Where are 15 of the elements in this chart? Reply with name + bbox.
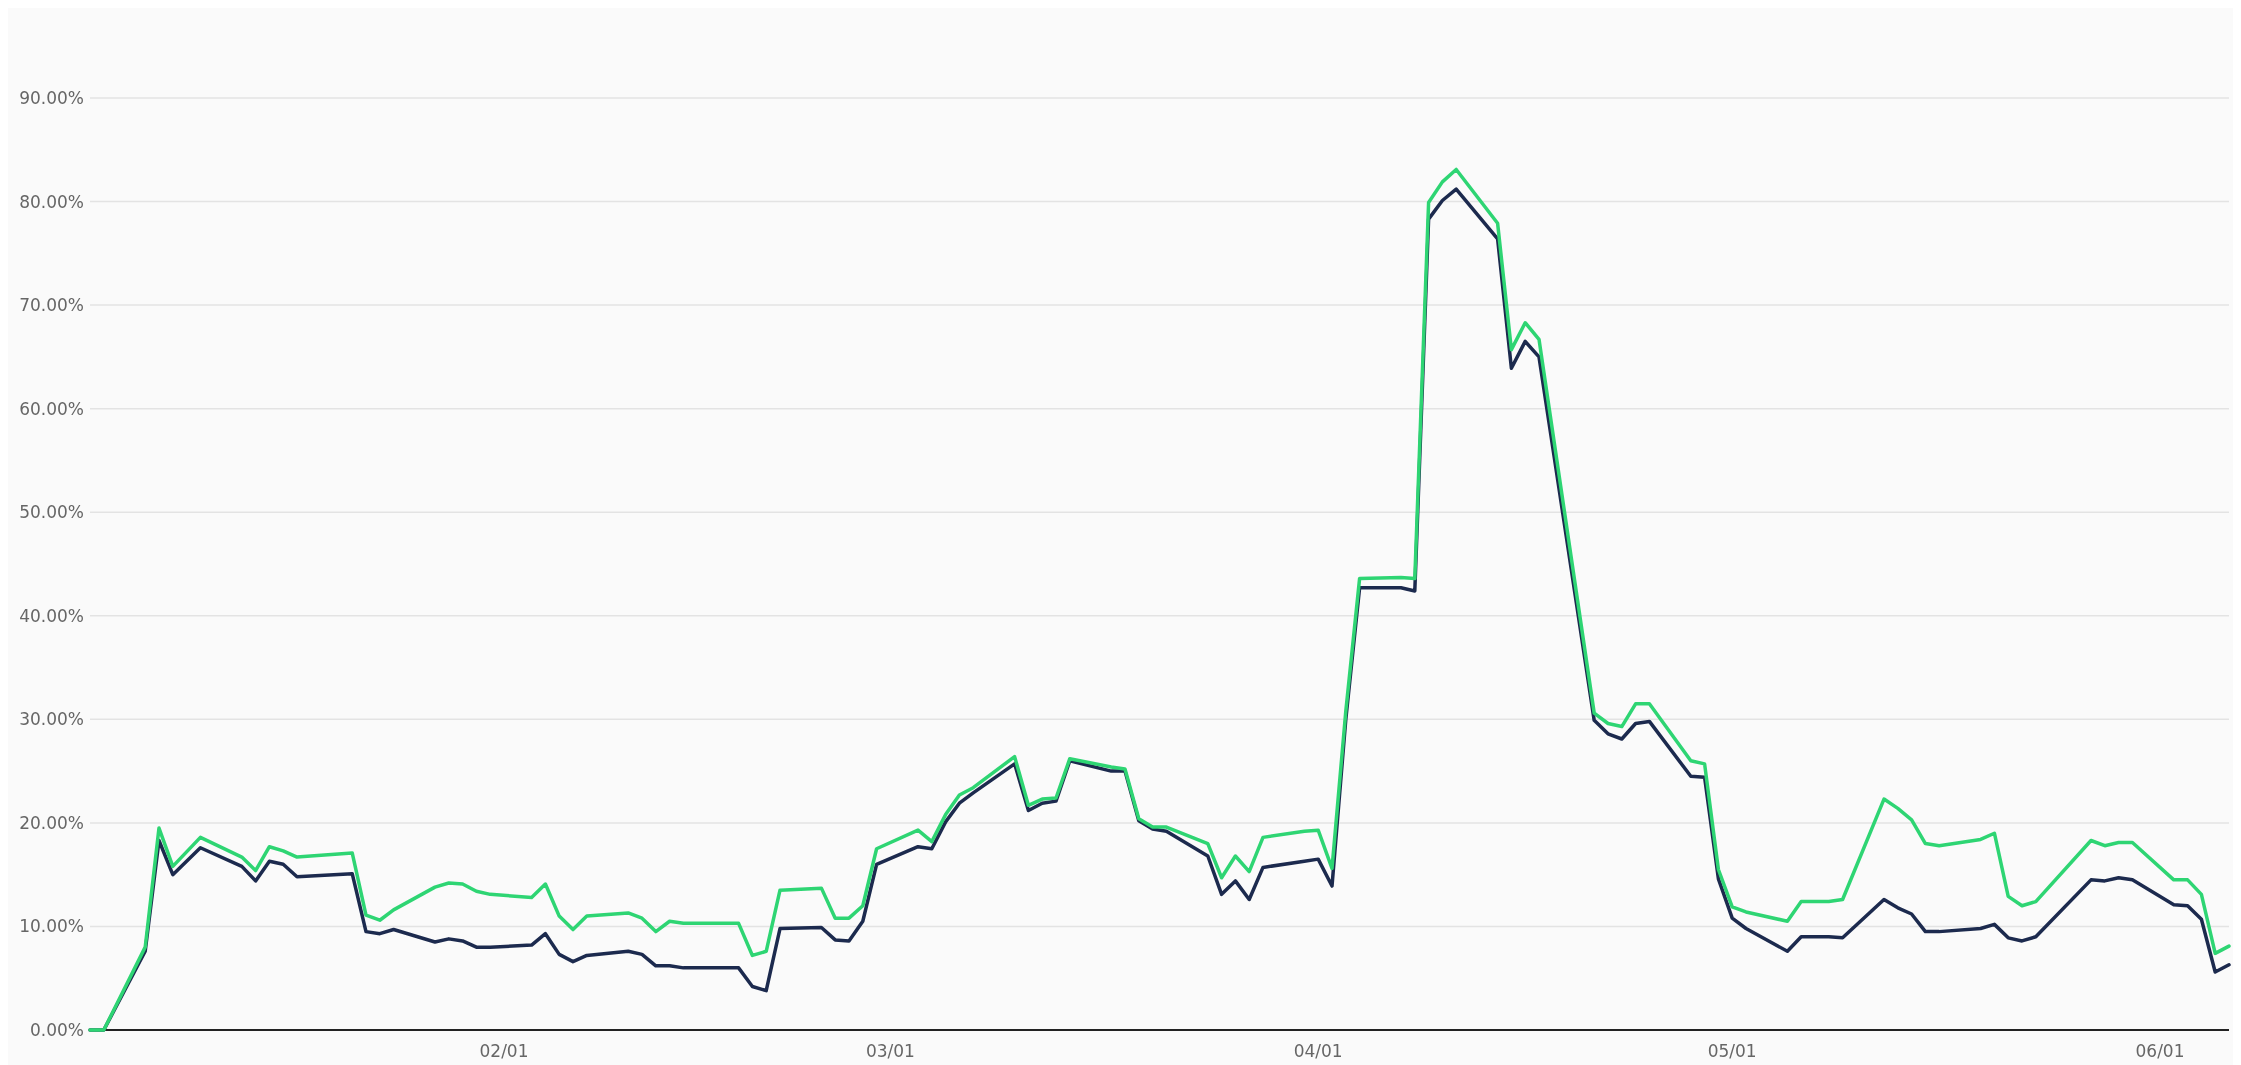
y-tick-label: 40.00% [19,605,84,626]
y-tick-label: 50.00% [19,502,84,523]
y-tick-label: 0.00% [29,1019,84,1040]
x-tick-label: 05/01 [1707,1041,1757,1061]
y-tick-label: 60.00% [19,398,84,419]
y-tick-label: 70.00% [19,295,84,316]
y-tick-label: 90.00% [19,87,84,108]
x-tick-label: 02/01 [479,1041,529,1061]
x-tick-label: 04/01 [1293,1041,1343,1061]
y-tick-label: 10.00% [19,916,84,937]
y-tick-label: 80.00% [19,191,84,212]
x-tick-label: 06/01 [2135,1041,2185,1061]
y-tick-label: 20.00% [19,812,84,833]
y-tick-label: 30.00% [19,709,84,730]
x-tick-label: 03/01 [865,1041,915,1061]
